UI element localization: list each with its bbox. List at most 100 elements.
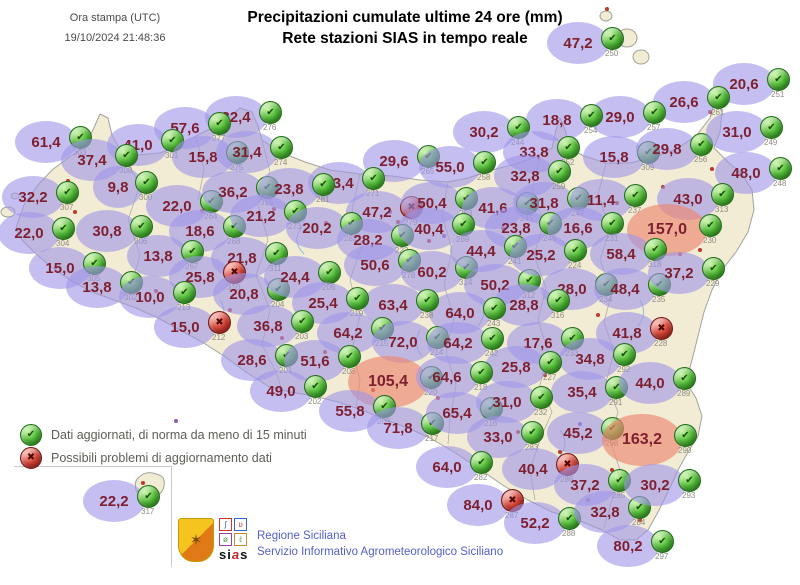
town-dot bbox=[596, 313, 600, 317]
station-id: 217 bbox=[425, 434, 439, 443]
station-value-bubble: 40,4 bbox=[398, 208, 460, 250]
ok-marker-icon: ✔ bbox=[259, 101, 282, 124]
ok-marker-icon: ✔ bbox=[208, 112, 231, 135]
station-id: 212 bbox=[212, 333, 226, 342]
station-value-bubble: 32,8 bbox=[494, 155, 556, 197]
station-id: 232 bbox=[534, 408, 548, 417]
station-value-bubble: 50,6 bbox=[344, 244, 406, 286]
ok-marker-icon: ✔ bbox=[346, 287, 369, 310]
legend-label-problems: Possibili problemi di aggiornamento dati bbox=[51, 451, 272, 465]
station-value-bubble: 28,0 bbox=[541, 268, 603, 310]
station-id: 237 bbox=[628, 206, 642, 215]
warning-marker-icon: ✖ bbox=[20, 447, 42, 469]
station-id: 309 bbox=[641, 163, 655, 172]
print-time-value: 19/10/2024 21:48:36 bbox=[64, 32, 166, 44]
station-id: 307 bbox=[60, 203, 74, 212]
sias-logo: ʃ υ ø ℓ sias bbox=[219, 518, 249, 562]
station-id: 204 bbox=[271, 300, 285, 309]
station-value-bubble: 29,8 bbox=[636, 128, 698, 170]
ok-marker-icon: ✔ bbox=[674, 424, 697, 447]
station-id: 289 bbox=[677, 389, 691, 398]
station-id: 288 bbox=[562, 529, 576, 538]
station-value-bubble: 64,6 bbox=[416, 356, 478, 398]
station-id: 254 bbox=[584, 126, 598, 135]
station-value-bubble: 30,2 bbox=[624, 464, 686, 506]
ok-marker-icon: ✔ bbox=[173, 281, 196, 304]
station-value-bubble: 48,4 bbox=[594, 268, 656, 310]
station-id: 228 bbox=[654, 339, 668, 348]
ok-marker-icon: ✔ bbox=[20, 424, 42, 446]
ok-marker-icon: ✔ bbox=[601, 212, 624, 235]
ok-marker-icon: ✔ bbox=[338, 345, 361, 368]
print-time-block: Ora stampa (UTC) 19/10/2024 21:48:36 bbox=[30, 8, 200, 48]
station-value-bubble: 31,4 bbox=[216, 131, 278, 173]
ok-marker-icon: ✔ bbox=[473, 151, 496, 174]
ok-marker-icon: ✔ bbox=[557, 136, 580, 159]
station-id: 257 bbox=[647, 123, 661, 132]
station-id: 202 bbox=[308, 397, 322, 406]
station-id: 230 bbox=[703, 236, 717, 245]
ok-marker-icon: ✔ bbox=[115, 144, 138, 167]
station-id: 229 bbox=[706, 279, 720, 288]
station-value-bubble: 64,0 bbox=[416, 446, 478, 488]
ok-marker-icon: ✔ bbox=[767, 68, 790, 91]
ok-marker-icon: ✔ bbox=[643, 101, 666, 124]
print-time-label: Ora stampa (UTC) bbox=[69, 12, 161, 24]
inset-frame bbox=[14, 466, 172, 567]
town-dot bbox=[543, 373, 547, 377]
ok-marker-icon: ✔ bbox=[52, 217, 75, 240]
station-id: 261 bbox=[711, 108, 725, 117]
warning-marker-icon: ✖ bbox=[208, 311, 231, 334]
station-id: 316 bbox=[551, 311, 565, 320]
station-value-bubble: 47,2 bbox=[547, 22, 609, 64]
station-value-bubble: 28,6 bbox=[221, 339, 283, 381]
town-dot bbox=[638, 518, 642, 522]
station-value-bubble: 31,0 bbox=[706, 111, 768, 153]
station-id: 238 bbox=[420, 311, 434, 320]
town-dot bbox=[610, 468, 614, 472]
ok-marker-icon: ✔ bbox=[137, 485, 160, 508]
ok-marker-icon: ✔ bbox=[521, 421, 544, 444]
station-id: 304 bbox=[56, 239, 70, 248]
town-dot bbox=[174, 419, 178, 423]
legend-row-problems: ✖ Possibili problemi di aggiornamento da… bbox=[20, 447, 272, 469]
station-id: 290 bbox=[678, 446, 692, 455]
ok-marker-icon: ✔ bbox=[699, 214, 722, 237]
legend-row-updated: ✔ Dati aggiornati, di norma da meno di 1… bbox=[20, 424, 307, 446]
station-value-bubble: 71,8 bbox=[367, 407, 429, 449]
station-id: 274 bbox=[274, 158, 288, 167]
ok-marker-icon: ✔ bbox=[707, 86, 730, 109]
station-value-bubble: 52,2 bbox=[504, 502, 566, 544]
ok-marker-icon: ✔ bbox=[580, 104, 603, 127]
ok-marker-icon: ✔ bbox=[130, 215, 153, 238]
town-dot bbox=[558, 450, 562, 454]
station-id: 203 bbox=[295, 332, 309, 341]
ok-marker-icon: ✔ bbox=[539, 351, 562, 374]
station-id: 317 bbox=[141, 507, 155, 516]
station-value-bubble: 32,2 bbox=[2, 176, 64, 218]
ok-marker-icon: ✔ bbox=[613, 343, 636, 366]
sias-logo-squares: ʃ υ ø ℓ bbox=[219, 518, 249, 546]
ok-marker-icon: ✔ bbox=[270, 136, 293, 159]
station-id: 243 bbox=[487, 319, 501, 328]
ok-marker-icon: ✔ bbox=[651, 530, 674, 553]
station-id: 227 bbox=[543, 373, 557, 382]
page-title: Precipitazioni cumulate ultime 24 ore (m… bbox=[205, 7, 605, 49]
ok-marker-icon: ✔ bbox=[483, 297, 506, 320]
ok-marker-icon: ✔ bbox=[530, 386, 553, 409]
station-value-bubble: 163,2 bbox=[602, 414, 682, 466]
ok-marker-icon: ✔ bbox=[470, 451, 493, 474]
station-value-bubble: 15,0 bbox=[154, 306, 216, 348]
station-id: 258 bbox=[477, 173, 491, 182]
station-id: 293 bbox=[682, 491, 696, 500]
station-value-bubble: 21,2 bbox=[230, 195, 292, 237]
town-dot bbox=[73, 210, 77, 214]
station-value-bubble: 80,2 bbox=[597, 525, 659, 567]
ok-marker-icon: ✔ bbox=[416, 289, 439, 312]
station-id: 249 bbox=[764, 138, 778, 147]
station-value-bubble: 35,4 bbox=[551, 371, 613, 413]
station-value-bubble: 40,4 bbox=[502, 448, 564, 490]
warning-marker-icon: ✖ bbox=[650, 317, 673, 340]
station-id: 218 bbox=[474, 383, 488, 392]
ok-marker-icon: ✔ bbox=[702, 257, 725, 280]
